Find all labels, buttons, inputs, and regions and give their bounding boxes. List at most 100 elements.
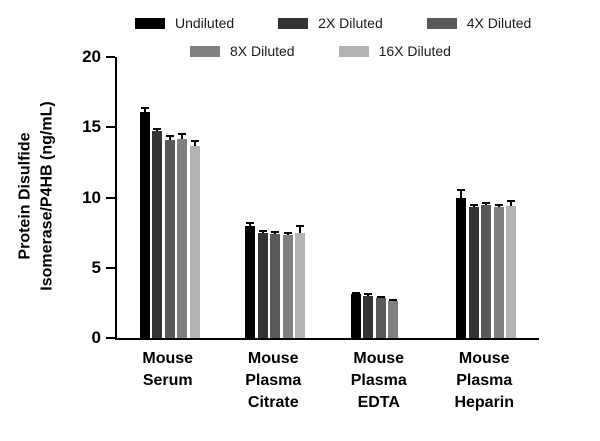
error-bar-whisker bbox=[485, 203, 488, 206]
x-tick-label-line: Plasma bbox=[456, 372, 513, 390]
error-bar-whisker bbox=[274, 231, 277, 235]
error-bar-whisker bbox=[181, 134, 184, 139]
y-tick-label: 20 bbox=[82, 47, 101, 66]
y-tick-label: 0 bbox=[91, 328, 101, 347]
bar-2x-diluted bbox=[363, 295, 374, 338]
legend-item-undiluted: Undiluted bbox=[135, 15, 234, 31]
legend-row: Undiluted 2X Diluted 4X Diluted bbox=[135, 12, 531, 34]
error-bar-cap bbox=[258, 229, 267, 232]
bar-4x-diluted bbox=[481, 205, 492, 338]
error-bar-cap bbox=[246, 221, 255, 224]
x-tick-label: Mouse Plasma Citrate bbox=[208, 348, 338, 414]
y-tick-label: 10 bbox=[82, 187, 101, 207]
error-bar-cap bbox=[457, 188, 466, 191]
legend-label: 16X Diluted bbox=[378, 43, 451, 59]
legend-row: 8X Diluted 16X Diluted bbox=[190, 40, 531, 62]
error-bar-cap bbox=[153, 127, 162, 130]
bar-undiluted bbox=[139, 111, 150, 338]
legend-item-2x-diluted: 2X Diluted bbox=[278, 15, 383, 31]
y-tick-mark bbox=[106, 196, 115, 199]
bar-2x-diluted bbox=[152, 131, 163, 338]
y-tick-mark bbox=[106, 56, 115, 58]
error-bar-whisker bbox=[472, 204, 475, 208]
y-axis-title: Protein Disulfide Isomerase/P4HB (ng/mL) bbox=[14, 101, 57, 290]
plot-area: 0 5 10 15 20 bbox=[82, 47, 539, 347]
error-bar-whisker bbox=[286, 233, 289, 236]
y-tick-mark bbox=[106, 337, 115, 339]
bar-2x-diluted bbox=[468, 207, 479, 338]
bar-4x-diluted bbox=[270, 234, 281, 338]
legend-label: 2X Diluted bbox=[318, 15, 383, 31]
legend-swatch-4x-diluted bbox=[426, 17, 457, 29]
error-bar-cap bbox=[296, 225, 305, 228]
legend-label: 4X Diluted bbox=[466, 15, 532, 31]
bar-undiluted bbox=[456, 197, 467, 338]
error-bar-cap bbox=[351, 291, 360, 294]
legend-swatch-2x-diluted bbox=[278, 17, 309, 29]
bar-2x-diluted bbox=[257, 232, 268, 338]
error-bar-whisker bbox=[460, 189, 463, 198]
legend-label: 8X Diluted bbox=[230, 43, 295, 59]
error-bar-cap bbox=[165, 135, 174, 138]
x-tick-label-line: Plasma bbox=[245, 372, 302, 390]
bar-undiluted bbox=[350, 294, 361, 338]
error-bar-whisker bbox=[367, 293, 370, 296]
error-bar-cap bbox=[389, 299, 398, 302]
bar-8x-diluted bbox=[177, 138, 188, 338]
error-bar-whisker bbox=[168, 136, 171, 140]
bar-8x-diluted bbox=[388, 301, 399, 338]
bar-undiluted bbox=[245, 225, 256, 338]
x-tick-label-line: Citrate bbox=[247, 394, 299, 412]
error-bar-cap bbox=[494, 203, 503, 206]
error-bar-whisker bbox=[299, 226, 302, 233]
legend-swatch-undiluted bbox=[135, 17, 165, 29]
error-bar-cap bbox=[364, 292, 373, 295]
x-tick-label-line: EDTA bbox=[357, 394, 400, 412]
legend-swatch-16x-diluted bbox=[338, 45, 369, 57]
y-tick-label: 5 bbox=[91, 257, 101, 277]
error-bar-cap bbox=[376, 295, 385, 298]
error-bar-cap bbox=[469, 203, 478, 206]
x-tick-label-line: Mouse bbox=[353, 350, 405, 367]
error-bar-whisker bbox=[156, 128, 159, 132]
x-tick-label: Mouse Serum bbox=[103, 348, 233, 392]
error-bar-cap bbox=[271, 230, 280, 233]
legend-label: Undiluted bbox=[175, 15, 235, 31]
x-tick-label-line: Plasma bbox=[350, 372, 407, 390]
bar-8x-diluted bbox=[493, 207, 504, 338]
bar-4x-diluted bbox=[164, 139, 175, 338]
bar-4x-diluted bbox=[375, 297, 386, 338]
y-tick-mark bbox=[106, 266, 115, 269]
legend: Undiluted 2X Diluted 4X Diluted 8X Diluted 1… bbox=[135, 12, 531, 68]
legend-swatch-8x-diluted bbox=[190, 45, 220, 57]
y-axis-title-line-1: Protein Disulfide bbox=[16, 132, 34, 260]
legend-item-16x-diluted: 16X Diluted bbox=[338, 43, 451, 59]
x-tick-label-line: Heparin bbox=[454, 394, 515, 412]
x-tick-label-line: Serum bbox=[142, 372, 193, 390]
error-bar-whisker bbox=[510, 201, 513, 206]
y-tick-mark bbox=[106, 126, 115, 129]
y-axis-title-line-2: Isomerase/P4HB (ng/mL) bbox=[38, 101, 55, 291]
error-bar-whisker bbox=[497, 204, 500, 208]
legend-item-4x-diluted: 4X Diluted bbox=[426, 15, 532, 31]
error-bar-cap bbox=[178, 133, 187, 136]
bar-8x-diluted bbox=[282, 235, 293, 338]
error-bar-whisker bbox=[261, 230, 264, 233]
error-bar-cap bbox=[283, 232, 292, 235]
error-bar-cap bbox=[507, 200, 516, 203]
error-bar-whisker bbox=[193, 140, 196, 146]
x-tick-label-line: Mouse bbox=[458, 350, 510, 367]
error-bar-whisker bbox=[143, 107, 146, 112]
bar-16x-diluted bbox=[295, 232, 306, 338]
error-bar-cap bbox=[482, 202, 491, 205]
y-tick-label: 15 bbox=[82, 117, 101, 137]
error-bar-whisker bbox=[249, 222, 252, 226]
error-bar-cap bbox=[190, 139, 199, 142]
x-tick-label-line: Mouse bbox=[247, 350, 299, 367]
legend-item-8x-diluted: 8X Diluted bbox=[190, 43, 295, 59]
bar-16x-diluted bbox=[506, 205, 517, 338]
x-tick-label-line: Mouse bbox=[142, 350, 194, 367]
x-tick-label: Mouse Plasma Heparin bbox=[419, 348, 549, 414]
x-tick-label: Mouse Plasma EDTA bbox=[314, 348, 444, 414]
